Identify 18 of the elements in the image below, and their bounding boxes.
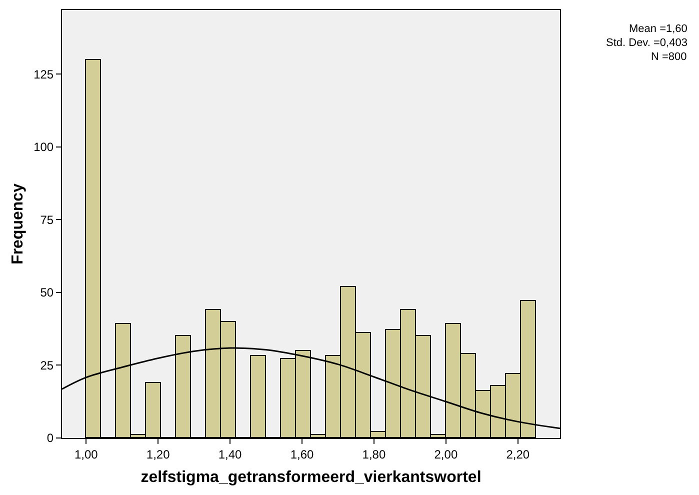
x-tick-label: 1,20: [146, 447, 170, 462]
x-tick-label: 1,00: [74, 447, 98, 462]
x-tick-label: 1,60: [290, 447, 314, 462]
y-tick-label: 125: [34, 67, 54, 82]
x-tick-label: 2,00: [434, 447, 458, 462]
y-tick-label: 75: [40, 212, 54, 227]
x-tick-label: 1,40: [218, 447, 242, 462]
text: N =800: [651, 51, 687, 63]
text: Mean =1,60: [629, 23, 688, 35]
y-tick-label: 100: [34, 140, 54, 154]
x-axis-title: zelfstigma_getransformeerd_vierkantswortel: [140, 469, 482, 486]
y-tick-label: 25: [40, 358, 54, 372]
y-axis-title: Frequency: [9, 183, 26, 264]
y-tick-label: 0: [46, 431, 54, 446]
x-tick-label: 2,20: [506, 447, 530, 462]
x-tick-label: 1,80: [362, 447, 386, 462]
text: Std. Dev. =0,403: [606, 37, 688, 49]
y-tick-label: 50: [40, 286, 54, 300]
